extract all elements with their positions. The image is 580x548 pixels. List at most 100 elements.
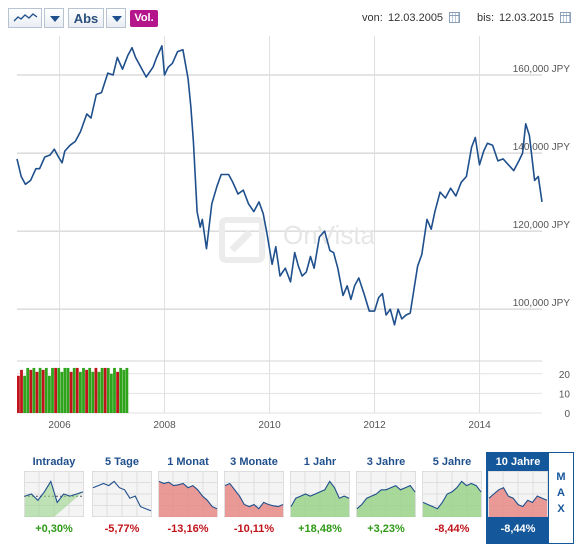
volume-bar [20, 369, 23, 413]
chart-type-dropdown[interactable] [44, 8, 64, 28]
x-tick-label: 2008 [153, 420, 176, 431]
max-letter: M [556, 471, 566, 483]
volume-bar [106, 367, 110, 413]
period-label: 3 Jahre [366, 456, 406, 468]
volume-bar [88, 367, 92, 413]
volume-bar [85, 369, 88, 413]
period-sparkline [158, 471, 218, 517]
period-change: +0,30% [35, 523, 73, 535]
period-change: +18,48% [298, 523, 342, 535]
period-1-jahr[interactable]: 1 Jahr +18,48% [288, 452, 352, 544]
from-date[interactable]: 12.03.2005 [388, 12, 444, 24]
scale-dropdown[interactable] [106, 8, 126, 28]
volume-bar [116, 371, 119, 413]
volume-bar [26, 367, 30, 413]
max-letter: A [557, 487, 565, 499]
x-tick-label: 2006 [48, 420, 71, 431]
period-10-jahre[interactable]: 10 Jahre -8,44% [486, 452, 550, 544]
volume-bar [51, 367, 54, 413]
period-change: -10,11% [233, 523, 275, 535]
scale-label: Abs [73, 11, 99, 26]
volume-toggle-button[interactable]: Vol. [130, 10, 158, 27]
period-change: -8,44% [500, 523, 536, 535]
max-letter: X [557, 503, 565, 515]
volume-bar [48, 375, 51, 413]
period-change: -13,16% [167, 523, 209, 535]
volume-bar [100, 367, 104, 413]
period-change: -8,44% [434, 523, 470, 535]
volume-bars [17, 367, 129, 413]
period-label: 5 Tage [104, 456, 140, 468]
volume-bar [94, 367, 98, 413]
volume-bar [91, 371, 95, 413]
period-sparkline [356, 471, 416, 517]
volume-bar [110, 373, 113, 413]
period-5-jahre[interactable]: 5 Jahre -8,44% [420, 452, 484, 544]
volume-bar [29, 369, 33, 413]
price-line [16, 45, 543, 326]
volume-bar [113, 367, 116, 413]
to-label: bis: [477, 12, 495, 24]
calendar-icon[interactable] [560, 12, 571, 23]
volume-tick-label: 10 [559, 389, 571, 400]
period-5-tage[interactable]: 5 Tage -5,77% [90, 452, 154, 544]
y-tick-label: 100,000 JPY [513, 298, 571, 309]
volume-bar [63, 367, 67, 413]
x-tick-label: 2012 [363, 420, 386, 431]
chart-type-button[interactable] [8, 8, 42, 28]
period-selector: Intraday +0,30% 5 Tage -5,77% 1 Monat -13,16%… [0, 452, 580, 548]
period-label: 5 Jahre [432, 456, 472, 468]
volume-bar [60, 371, 64, 413]
period-3-jahre[interactable]: 3 Jahre +3,23% [354, 452, 418, 544]
volume-bar [17, 375, 20, 413]
period-sparkline [24, 471, 84, 517]
period-3-monate[interactable]: 3 Monate -10,11% [222, 452, 286, 544]
price-chart: OnVista 100,000 JPY 120,000 JPY 140,000 JP… [16, 36, 570, 431]
period-1-monat[interactable]: 1 Monat -13,16% [156, 452, 220, 544]
chart-toolbar: Abs Vol. von: 12.03.2005 bis: 12.03.2015 [0, 0, 580, 36]
volume-bar [125, 367, 129, 413]
period-change: +3,23% [367, 523, 405, 535]
to-date[interactable]: 12.03.2015 [499, 12, 555, 24]
volume-bar [38, 367, 42, 413]
volume-tick-label: 20 [559, 370, 571, 381]
period-label: 10 Jahre [495, 456, 541, 468]
volume-bar [32, 367, 36, 413]
x-tick-label: 2010 [258, 420, 281, 431]
period-label: 1 Jahr [303, 456, 337, 468]
period-label: 3 Monate [230, 456, 278, 468]
volume-tick-label: 0 [564, 409, 570, 420]
volume-bar [72, 367, 76, 413]
period-sparkline [92, 471, 152, 517]
period-label: 1 Monat [167, 456, 209, 468]
volume-bar [35, 371, 39, 413]
volume-bar [41, 369, 45, 413]
volume-bar [79, 371, 82, 413]
axes: 100,000 JPY 120,000 JPY 140,000 JPY 160,000… [48, 64, 570, 431]
volume-bar [119, 367, 123, 413]
period-sparkline [488, 471, 548, 517]
volume-bar [54, 367, 57, 413]
period-sparkline [224, 471, 284, 517]
calendar-icon[interactable] [449, 12, 460, 23]
period-intraday[interactable]: Intraday +0,30% [22, 452, 86, 544]
y-tick-label: 120,000 JPY [513, 220, 571, 231]
watermark-text: OnVista [283, 220, 376, 250]
volume-bar [57, 367, 61, 413]
scale-button[interactable]: Abs [68, 8, 104, 28]
from-label: von: [362, 12, 383, 24]
volume-bar [97, 371, 101, 413]
volume-bar [122, 369, 126, 413]
y-tick-label: 140,000 JPY [513, 142, 571, 153]
period-label: Intraday [32, 456, 76, 468]
line-chart-icon [13, 13, 38, 22]
volume-bar [82, 367, 85, 413]
volume-bar [23, 375, 26, 413]
x-tick-label: 2014 [468, 420, 491, 431]
volume-bar [69, 371, 73, 413]
period-sparkline [422, 471, 482, 517]
volume-bar [103, 367, 107, 413]
period-sparkline [290, 471, 350, 517]
volume-bar [66, 367, 70, 413]
